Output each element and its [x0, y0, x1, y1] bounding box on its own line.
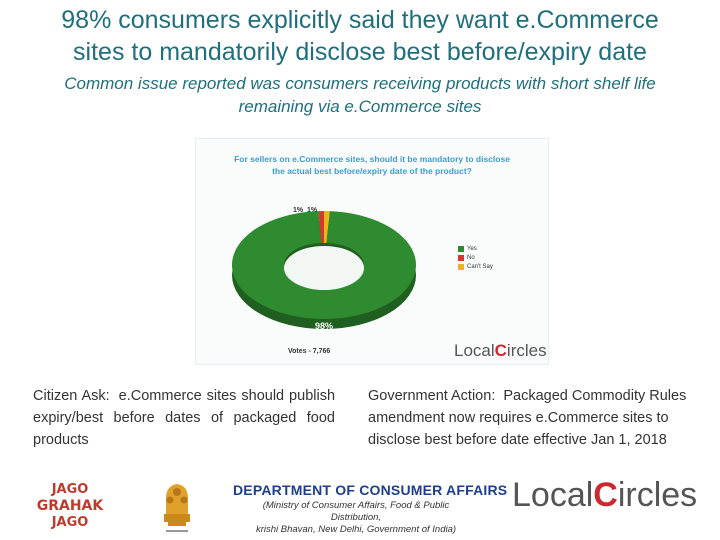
donut-slice-can-t-say [324, 211, 330, 244]
legend-item-no: No [458, 253, 493, 262]
national-emblem-icon [164, 484, 190, 532]
page-subtitle: Common issue reported was consumers rece… [10, 72, 710, 118]
government-action-block: Government Action: Packaged Commodity Ru… [368, 385, 700, 451]
chart-legend: Yes No Can't Say [458, 244, 493, 271]
donut-slice-yes [232, 211, 416, 319]
data-label-no: 1% [293, 207, 304, 214]
title-line-1: 98% consumers explicitly said they want … [61, 6, 659, 34]
department-title: DEPARTMENT OF CONSUMER AFFAIRS [233, 482, 508, 498]
donut-hole [284, 246, 364, 290]
votes-count: Votes - 7,766 [288, 348, 331, 355]
poll-chart-panel: 98% 1% 1% For sellers on e.Commerce sites,… [195, 138, 549, 365]
legend-item-yes: Yes [458, 244, 493, 253]
localcircles-logo: LocalCircles [512, 476, 698, 514]
data-label-can-t-say: 1% [307, 207, 318, 214]
title-line-2: sites to mandatorily disclose best befor… [73, 38, 647, 66]
localcircles-watermark-logo: LocalCircles [454, 341, 547, 360]
government-action-label: Government Action: [368, 388, 496, 404]
government-action-text: Packaged Commodity Rules amendment now r… [368, 388, 687, 448]
chart-question: For sellers on e.Commerce sites, should … [198, 153, 546, 177]
legend-label: Yes [467, 245, 477, 252]
citizen-ask-label: Citizen Ask: [33, 388, 110, 404]
legend-item-can-t-say: Can't Say [458, 262, 493, 271]
legend-label: No [467, 254, 475, 261]
citizen-ask-block: Citizen Ask: e.Commerce sites should pub… [33, 385, 335, 451]
data-label-yes: 98% [315, 321, 333, 331]
chart-question-line-1: For sellers on e.Commerce sites, should … [234, 154, 510, 164]
page-title: 98% consumers explicitly said they want … [0, 4, 720, 68]
donut-chart: 98% 1% 1% [232, 207, 416, 331]
chart-question-line-2: the actual best before/expiry date of th… [272, 166, 472, 176]
citizen-ask-text: e.Commerce sites should publish expiry/b… [33, 388, 336, 448]
donut-slice-no [318, 211, 324, 244]
legend-swatch [458, 254, 464, 261]
legend-swatch [458, 263, 464, 270]
legend-swatch [458, 245, 464, 252]
subtitle-line-1: Common issue reported was consumers rece… [64, 74, 656, 93]
department-subtitle: (Ministry of Consumer Affairs, Food & Pu… [255, 500, 457, 535]
jago-grahak-jago-logo: JAGO GRAHAK JAGO [36, 482, 104, 530]
legend-label: Can't Say [467, 263, 493, 270]
subtitle-line-2: remaining via e.Commerce sites [238, 97, 482, 116]
